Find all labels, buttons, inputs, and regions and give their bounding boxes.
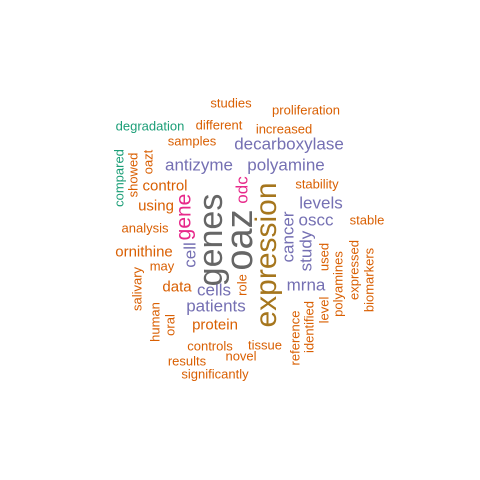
word-different: different	[195, 117, 243, 133]
word-showed: showed	[125, 152, 141, 198]
word-used: used	[316, 242, 332, 272]
word-using: using	[138, 197, 174, 215]
word-human: human	[147, 302, 163, 342]
word-biomarkers: biomarkers	[361, 247, 377, 313]
word-role: role	[234, 274, 250, 296]
word-polyamine: polyamine	[247, 155, 325, 175]
word-identified: identified	[301, 300, 317, 354]
word-results: results	[167, 353, 207, 369]
word-cell: cell	[180, 242, 200, 268]
word-decarboxylase: decarboxylase	[234, 134, 344, 154]
word-degradation: degradation	[115, 118, 185, 134]
word-stability: stability	[295, 176, 339, 192]
word-ornithine: ornithine	[115, 243, 173, 261]
word-oscc: oscc	[298, 210, 334, 230]
word-reference: reference	[287, 310, 303, 366]
word-tissue: tissue	[248, 337, 282, 353]
word-data: data	[162, 278, 192, 296]
word-antizyme: antizyme	[164, 155, 234, 175]
word-oral: oral	[162, 314, 178, 336]
word-oazt: oazt	[140, 149, 156, 175]
word-protein: protein	[192, 316, 238, 334]
word-polyamines: polyamines	[330, 251, 346, 317]
word-samples: samples	[167, 133, 217, 149]
word-expression: expression	[250, 182, 283, 328]
word-stable: stable	[349, 212, 385, 228]
word-cancer: cancer	[278, 211, 298, 263]
word-novel: novel	[225, 348, 257, 364]
word-level: level	[316, 296, 332, 324]
word-controls: controls	[187, 338, 233, 354]
word-significantly: significantly	[181, 366, 249, 382]
word-mrna: mrna	[286, 275, 326, 295]
word-may: may	[149, 258, 175, 274]
word-compared: compared	[111, 149, 127, 207]
word-cells: cells	[196, 280, 232, 300]
word-study: study	[296, 230, 316, 272]
word-odc: odc	[232, 176, 252, 204]
word-analysis: analysis	[121, 220, 169, 236]
word-studies: studies	[210, 95, 252, 111]
word-increased: increased	[255, 121, 313, 137]
word-control: control	[142, 177, 188, 195]
word-patients: patients	[186, 296, 246, 316]
word-levels: levels	[299, 193, 343, 213]
word-expressed: expressed	[346, 240, 362, 300]
word-salivary: salivary	[129, 266, 145, 312]
word-proliferation: proliferation	[272, 102, 340, 118]
